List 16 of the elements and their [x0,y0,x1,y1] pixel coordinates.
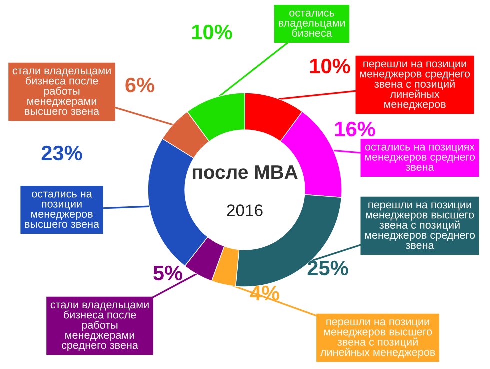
slice-label: перешли на позиции менеджеров высшего звена с позиций линейных менеджеров [320,320,436,358]
slice-label: перешли на позиции менеджеров высшего звена с позиций менеджеров среднего звена [365,202,476,250]
text: 2016 [227,204,263,216]
slice-label: остались владельцами бизнеса [278,10,346,38]
data-label: 16% [335,122,376,137]
slice-label: стали владельцами бизнеса после работы менеджерами среднего звена [50,302,149,352]
text: после MBA [192,166,298,180]
data-label: 23% [42,146,82,161]
slice-label: перешли на позиции менеджеров среднего звена с позиций линейных менеджеров [360,62,470,110]
data-label: 4% [250,286,280,301]
slice-label: остались на позиции менеджеров высшего звена [25,192,100,228]
data-label: 6% [126,78,155,93]
slice-label: стали владельцами бизнеса после работы менеджерами высшего звена [12,68,111,116]
data-label: 10% [192,24,232,40]
data-label: 10% [310,58,350,74]
data-label: 25% [308,260,348,276]
